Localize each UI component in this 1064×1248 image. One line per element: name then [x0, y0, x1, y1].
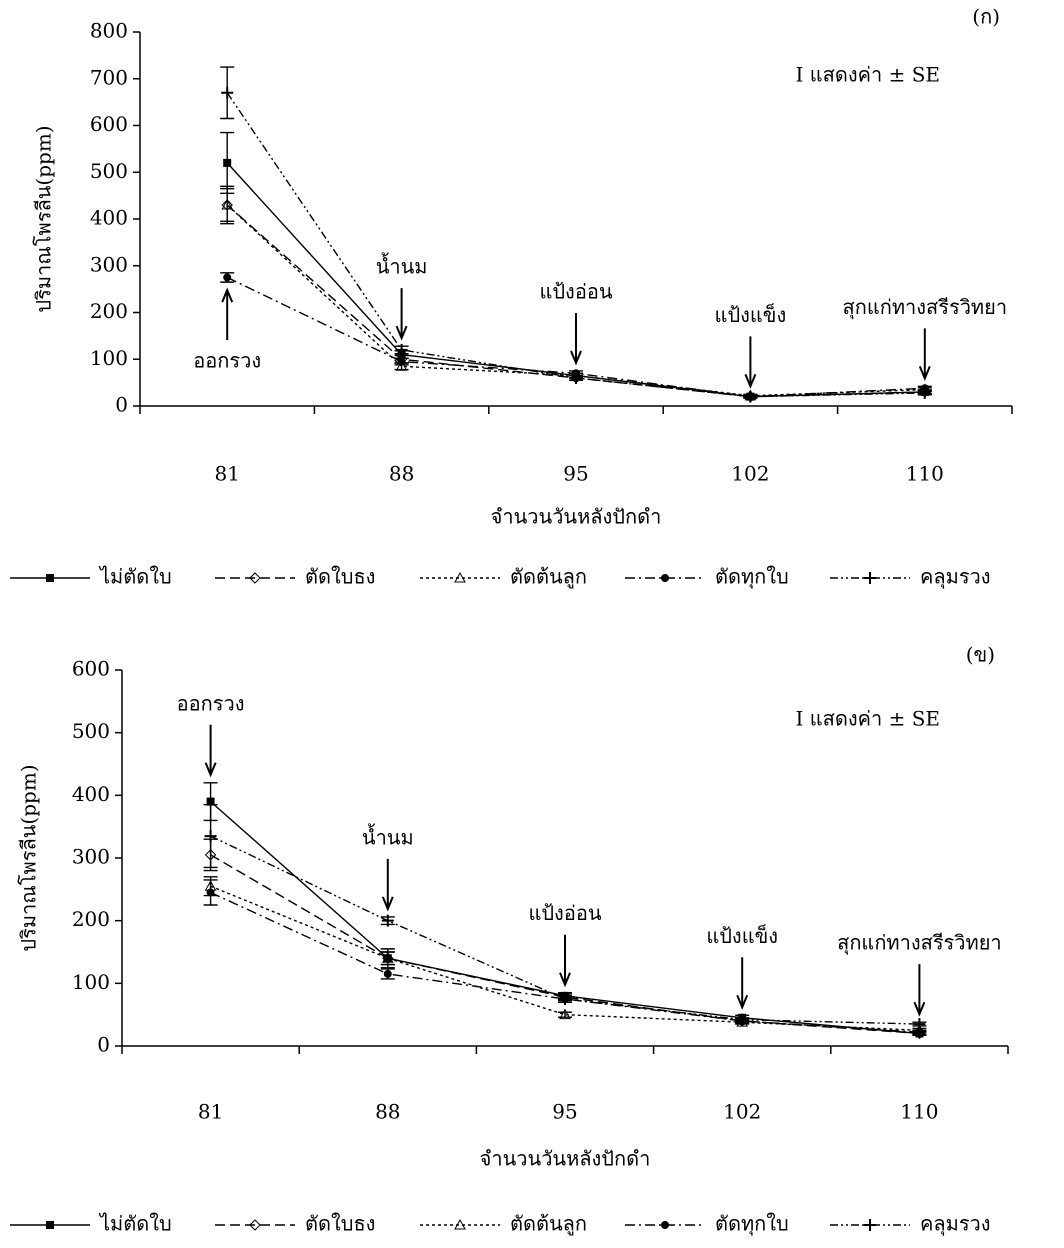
panel-label: (ก)	[972, 5, 1000, 29]
y-tick-label: 800	[90, 19, 128, 43]
marker	[223, 273, 231, 281]
legend-marker	[661, 1221, 669, 1229]
y-tick-label: 400	[72, 782, 110, 806]
stage-arrow	[737, 957, 747, 1007]
legend-label: ตัดต้นลูก	[510, 565, 587, 590]
stage-arrow	[206, 725, 216, 775]
stage-arrow	[920, 328, 930, 378]
stage-label: แป้งแข็ง	[715, 302, 787, 327]
stage-label: สุกแก่ทางสรีรวิทยา	[837, 931, 1002, 956]
marker	[205, 830, 217, 842]
stage-arrow	[383, 859, 393, 909]
legend-marker	[46, 1221, 54, 1229]
stage-arrow	[914, 964, 924, 1014]
x-tick-label: 88	[389, 462, 414, 486]
stage-arrow	[222, 290, 232, 340]
marker	[221, 87, 233, 99]
stage-label: น้ำนม	[376, 253, 428, 279]
legend-label: ไม่ตัดใบ	[98, 565, 172, 589]
y-tick-label: 200	[72, 907, 110, 931]
marker	[207, 888, 215, 896]
stage-label: ออกรวง	[193, 349, 261, 373]
y-tick-label: 500	[72, 719, 110, 743]
stage-label: แป้งอ่อน	[528, 901, 601, 925]
stage-arrow	[571, 313, 581, 363]
panel-label: (ข)	[966, 643, 995, 667]
legend-label: ตัดใบธง	[305, 1212, 375, 1236]
x-tick-label: 81	[198, 1100, 223, 1124]
x-tick-label: 95	[563, 462, 588, 486]
stage-arrow	[560, 935, 570, 985]
x-axis-title: จำนวนวันหลังปักดำ	[480, 1147, 651, 1171]
x-tick-label: 102	[731, 462, 769, 486]
marker	[398, 358, 406, 366]
legend-label: ตัดใบธง	[305, 565, 375, 589]
y-tick-label: 600	[72, 657, 110, 681]
legend-label: คลุมรวง	[920, 565, 991, 590]
y-tick-label: 400	[90, 206, 128, 230]
legend-label: ตัดทุกใบ	[715, 1212, 789, 1237]
stage-label: น้ำนม	[362, 823, 414, 849]
legend-marker	[864, 1219, 876, 1231]
legend-marker	[661, 574, 669, 582]
page: 0 100 200 300 400 500 600 700 800 81 88 95 102 110 จำน…	[0, 0, 1064, 1248]
legend-label: คลุมรวง	[920, 1212, 991, 1237]
stage-label: สุกแก่ทางสรีรวิทยา	[843, 295, 1008, 320]
y-axis-title: ปริมาณโพรลีน(ppm)	[17, 764, 41, 951]
marker	[744, 391, 756, 403]
legend-marker	[46, 574, 54, 582]
stage-arrow	[745, 336, 755, 386]
y-tick-label: 100	[90, 346, 128, 370]
y-tick-label: 700	[90, 65, 128, 89]
legend-label: ตัดต้นลูก	[510, 1212, 587, 1237]
se-note: I แสดงค่า ± SE	[796, 707, 941, 731]
y-tick-label: 600	[90, 112, 128, 136]
marker	[384, 970, 392, 978]
y-tick-label: 300	[90, 252, 128, 276]
x-tick-label: 81	[214, 462, 239, 486]
y-tick-label: 0	[115, 393, 128, 417]
y-tick-label: 500	[90, 159, 128, 183]
y-axis-title: ปริมาณโพรลีน(ppm)	[32, 125, 56, 312]
stage-arrow	[397, 288, 407, 338]
x-tick-label: 110	[900, 1100, 938, 1124]
stage-label: ออกรวง	[177, 691, 245, 715]
y-tick-label: 300	[72, 845, 110, 869]
legend-marker	[864, 572, 876, 584]
legend-label: ตัดทุกใบ	[715, 565, 789, 590]
y-tick-label: 0	[97, 1033, 110, 1057]
stage-label: แป้งอ่อน	[539, 279, 612, 303]
y-tick-label: 200	[90, 299, 128, 323]
x-tick-label: 102	[723, 1100, 761, 1124]
se-note: I แสดงค่า ± SE	[796, 63, 941, 87]
y-tick-label: 100	[72, 970, 110, 994]
x-tick-label: 110	[906, 462, 944, 486]
x-tick-label: 88	[375, 1100, 400, 1124]
x-tick-label: 95	[552, 1100, 577, 1124]
figure: 0 100 200 300 400 500 600 700 800 81 88 95 102 110 จำน…	[0, 0, 1064, 1248]
x-axis-title: จำนวนวันหลังปักดำ	[491, 505, 662, 529]
stage-label: แป้งแข็ง	[706, 923, 778, 948]
marker	[223, 159, 231, 167]
legend-label: ไม่ตัดใบ	[98, 1212, 172, 1236]
